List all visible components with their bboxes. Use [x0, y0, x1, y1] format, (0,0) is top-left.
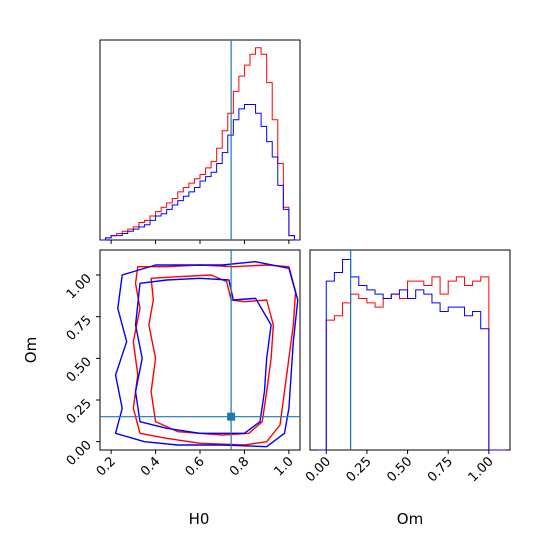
contour-x-tick-label-3: 0.8: [227, 454, 252, 479]
contour-red-level-0: [132, 264, 297, 446]
hist-h0-series-red: [100, 47, 300, 241]
hist-om-x-tick-label-1: 0.25: [344, 454, 375, 485]
contour-red-level-1: [148, 274, 275, 436]
x-axis-label-om: Om: [397, 510, 423, 528]
contour-frame: [99, 249, 301, 451]
hist-om-x-tick-label-2: 0.50: [384, 454, 415, 485]
contour-panel: 0.2 0.4 0.6 0.8 1.0 0.00 0.25 0.50 0.75 1.00: [64, 249, 301, 479]
hist-h0-panel: [99, 39, 301, 244]
contour-y-tick-label-1: 0.25: [64, 396, 95, 427]
contour-blue-level-0: [114, 260, 299, 448]
hist-h0-frame: [99, 39, 301, 241]
hist-om-x-tick-label-0: 0.00: [303, 454, 334, 485]
y-axis-label-om: Om: [22, 337, 40, 363]
contour-x-tick-label-1: 0.4: [138, 454, 163, 479]
hist-om-x-tick-label-4: 1.00: [466, 454, 497, 485]
contour-y-tick-label-3: 0.75: [64, 313, 95, 344]
contour-blue-level-1: [134, 277, 272, 435]
x-axis-label-h0: H0: [189, 510, 210, 528]
contour-x-tick-label-0: 0.2: [94, 454, 119, 479]
contour-x-tick-label-4: 1.0: [271, 454, 296, 479]
hist-om-frame: [309, 249, 511, 451]
hist-om-x-tick-label-3: 0.75: [425, 454, 456, 485]
hist-om-series-red: [318, 276, 506, 451]
contour-truth-marker: [227, 412, 236, 421]
hist-h0-series-blue: [100, 104, 300, 241]
hist-om-panel: 0.00 0.25 0.50 0.75 1.00: [303, 249, 511, 485]
contour-y-tick-label-2: 0.50: [64, 355, 95, 386]
contour-y-tick-label-0: 0.00: [64, 438, 95, 469]
contour-x-tick-label-2: 0.6: [183, 454, 208, 479]
contour-y-tick-label-4: 1.00: [64, 271, 95, 302]
hist-om-series-blue: [318, 259, 506, 451]
